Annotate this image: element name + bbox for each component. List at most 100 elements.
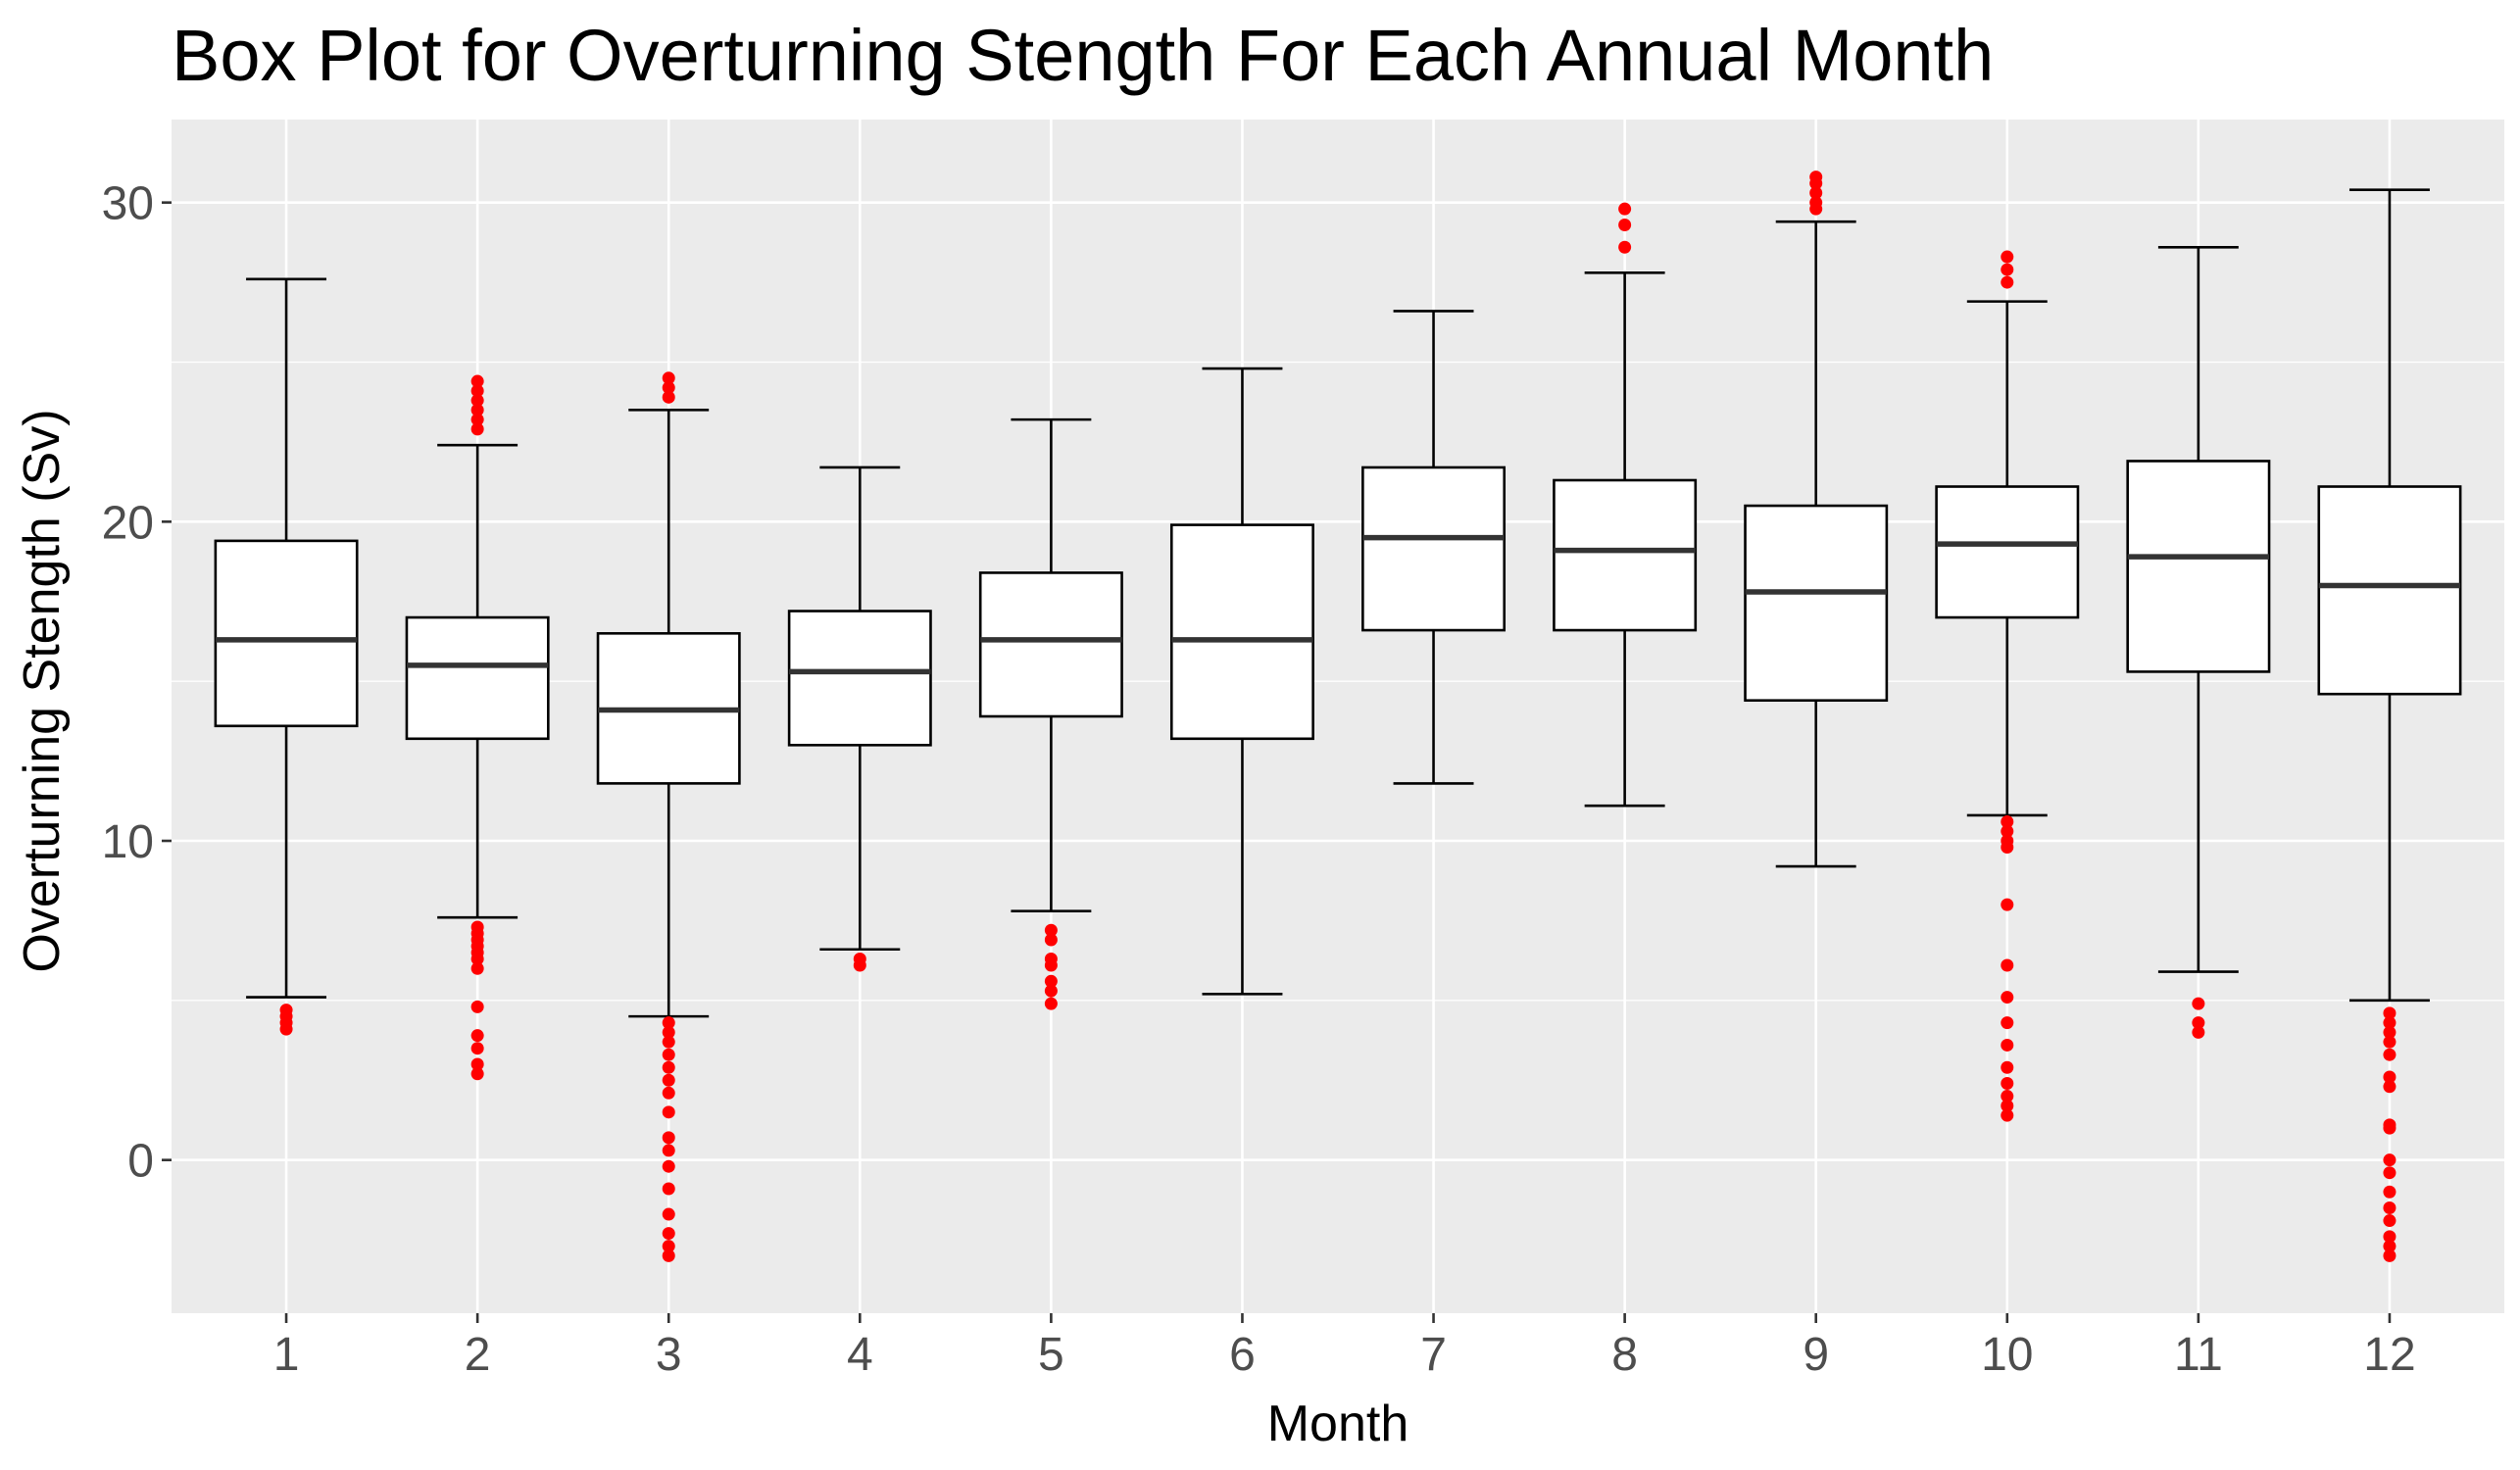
box-month-12 [2317,188,2462,1262]
outlier-point [2001,1077,2014,1091]
y-tick-label: 10 [102,816,154,868]
outlier-point [2383,1006,2396,1020]
box-month-5 [978,417,1123,1010]
outlier-point [2383,1240,2396,1253]
box-iqr [214,539,359,728]
outlier-point [1618,240,1632,254]
outlier-point [662,1207,675,1221]
x-tick-label: 4 [847,1329,873,1381]
outlier-point [2001,1090,2014,1103]
x-tick-label: 11 [2174,1329,2223,1381]
box-iqr [978,571,1123,718]
x-tick-label: 3 [656,1329,682,1381]
outlier-point [1618,202,1632,216]
outlier-point [2001,1108,2014,1122]
outlier-point [662,1159,675,1173]
outlier-point [2192,1025,2205,1039]
outlier-point [2383,1080,2396,1094]
box-iqr [2317,485,2462,696]
box-iqr [1744,504,1889,703]
x-tick-label: 12 [2363,1329,2415,1381]
outlier-point [662,1048,675,1061]
outlier-point [1044,933,1058,947]
box-month-2 [405,374,550,1081]
outlier-point [2383,1121,2396,1135]
outlier-point [853,958,866,972]
x-tick-label: 1 [273,1329,300,1381]
y-tick-label: 30 [102,178,154,230]
outlier-point [470,413,484,426]
outlier-point [470,384,484,398]
x-tick-label: 8 [1611,1329,1638,1381]
box-month-3 [596,371,741,1262]
x-tick-label: 10 [1981,1329,2033,1381]
outlier-point [662,1144,675,1157]
outlier-point [470,961,484,975]
outlier-point [1044,997,1058,1010]
box-month-9 [1744,171,1889,868]
outlier-point [662,1131,675,1145]
outlier-point [2001,991,2014,1004]
box-iqr [1935,485,2080,619]
x-axis-title: Month [1267,1396,1409,1452]
outlier-point [662,381,675,395]
y-tick-label: 20 [102,497,154,549]
outlier-point [470,953,484,966]
x-tick-label: 7 [1420,1329,1447,1381]
chart-title: Box Plot for Overturning Stength For Eac… [172,15,1994,96]
box-iqr [2126,460,2271,673]
outlier-point [2001,1016,2014,1030]
outlier-point [662,1240,675,1253]
outlier-point [470,1029,484,1043]
box-month-8 [1553,202,1698,808]
outlier-point [2383,1035,2396,1049]
outlier-point [2001,898,2014,911]
box-month-6 [1169,367,1314,996]
outlier-point [2383,1070,2396,1084]
box-month-7 [1361,310,1507,785]
outlier-point [470,1042,484,1055]
outlier-point [279,1004,293,1017]
outlier-point [1809,202,1823,216]
outlier-point [2001,958,2014,972]
box-month-10 [1935,250,2080,1122]
outlier-point [470,422,484,436]
outlier-point [2192,997,2205,1010]
outlier-point [470,394,484,408]
outlier-point [662,1249,675,1262]
outlier-point [2001,250,2014,264]
outlier-point [2383,1016,2396,1030]
outlier-point [2001,824,2014,838]
plot-panel-background [172,120,2504,1313]
box-iqr [787,610,932,747]
outlier-point [470,403,484,416]
outlier-point [2001,1038,2014,1052]
box-iqr [1553,478,1698,632]
outlier-point [1809,176,1823,190]
y-axis-title: Overturning Stength (Sv) [14,409,71,972]
outlier-point [2383,1166,2396,1180]
outlier-point [662,371,675,385]
outlier-point [662,1016,675,1030]
box-iqr [405,615,550,741]
outlier-point [2001,263,2014,276]
x-tick-label: 2 [465,1329,491,1381]
outlier-point [1809,186,1823,200]
outlier-point [2383,1153,2396,1167]
outlier-point [2383,1214,2396,1228]
x-tick-label: 5 [1038,1329,1064,1381]
outlier-point [1618,218,1632,231]
outlier-point [2383,1201,2396,1215]
outlier-point [470,1057,484,1071]
outlier-point [2383,1185,2396,1199]
outlier-point [1044,974,1058,988]
y-tick-label: 0 [127,1136,154,1188]
outlier-point [662,1227,675,1241]
outlier-point [662,1025,675,1039]
outlier-point [1044,923,1058,937]
box-month-1 [214,277,359,1036]
box-month-11 [2126,245,2271,1039]
outlier-point [2383,1230,2396,1244]
